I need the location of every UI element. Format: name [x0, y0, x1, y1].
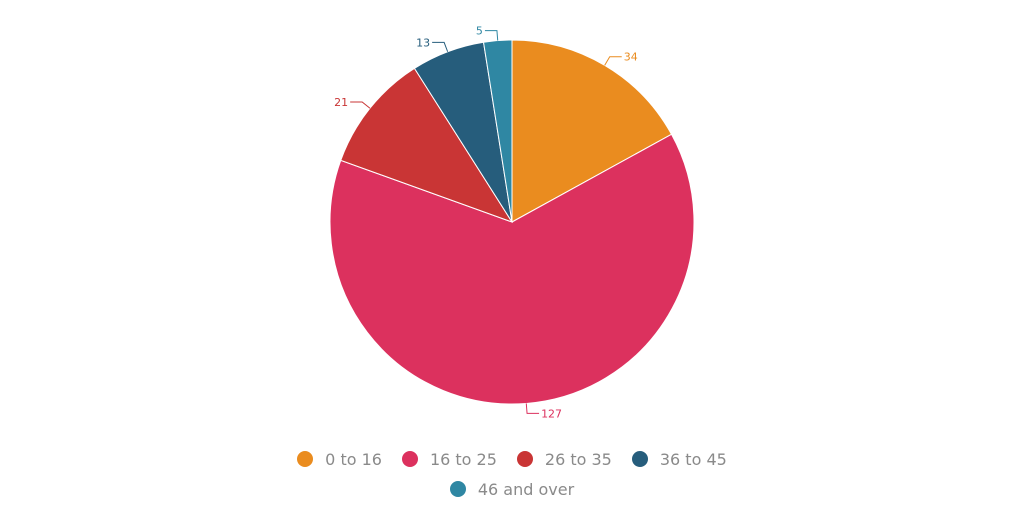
pie-value-label-36-to-45: 13: [416, 36, 430, 49]
legend-label-36-to-45: 36 to 45: [659, 449, 727, 469]
legend-swatch-36-to-45: [631, 451, 648, 467]
legend-row-1: 0 to 16 16 to 25 26 to 35 36 to 45: [0, 444, 1024, 474]
pie-chart: 34 127 21 13 5: [329, 25, 695, 421]
legend-row-2: 46 and over: [0, 474, 1024, 504]
pie-value-label-46-and-over: 5: [476, 25, 483, 38]
legend-swatch-16-to-25: [401, 451, 418, 467]
pie-slice-16-to-25[interactable]: [329, 133, 695, 405]
pie-label-connector-46-and-over: [484, 30, 499, 41]
pie-label-connector-36-to-45: [432, 41, 449, 52]
legend-swatch-46-and-over: [449, 481, 466, 497]
pie-value-label-16-to-25: 127: [541, 407, 562, 420]
pie-slices: [329, 39, 695, 405]
pie-label-connector-0-to-16: [604, 56, 622, 66]
legend-item-46-and-over[interactable]: 46 and over: [449, 479, 575, 499]
pie-value-label-0-to-16: 34: [624, 51, 638, 64]
legend-label-0-to-16: 0 to 16: [325, 449, 382, 469]
pie-slice-26-to-35[interactable]: [340, 67, 514, 223]
legend-swatch-26-to-35: [516, 451, 533, 467]
legend-label-46-and-over: 46 and over: [477, 479, 575, 499]
legend-item-36-to-45[interactable]: 36 to 45: [631, 449, 727, 469]
legend-item-26-to-35[interactable]: 26 to 35: [516, 449, 612, 469]
pie-labels: 34 127 21 13 5: [334, 25, 638, 421]
pie-label-connector-16-to-25: [525, 403, 540, 414]
legend-item-16-to-25[interactable]: 16 to 25: [401, 449, 497, 469]
pie-value-label-26-to-35: 21: [334, 96, 348, 109]
pie-chart-svg: 34 127 21 13 5: [329, 25, 695, 421]
legend-item-0-to-16[interactable]: 0 to 16: [297, 450, 382, 469]
legend-label-16-to-25: 16 to 25: [429, 449, 497, 469]
legend-swatch-0-to-16: [297, 451, 314, 467]
chart-legend: 0 to 16 16 to 25 26 to 35 36 to 45 46 an…: [0, 444, 1024, 508]
pie-label-connector-26-to-35: [350, 101, 371, 109]
legend-label-26-to-35: 26 to 35: [544, 449, 612, 469]
